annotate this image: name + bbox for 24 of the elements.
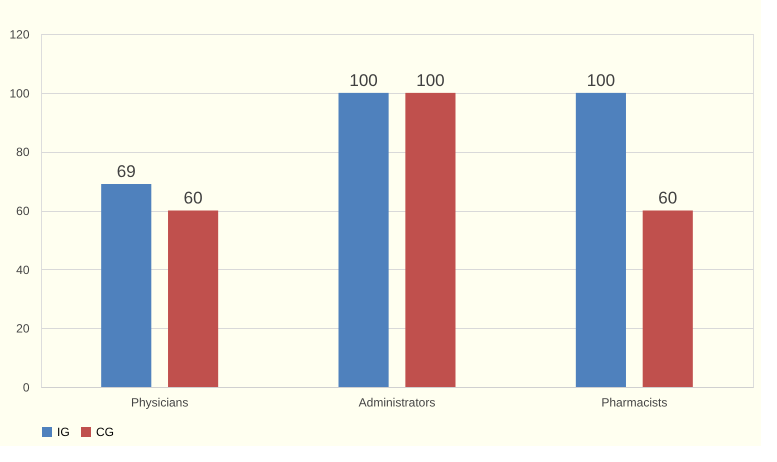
bar [101, 184, 152, 387]
legend-label: IG [57, 425, 70, 439]
data-label: 69 [116, 162, 136, 182]
y-tick-label: 80 [16, 145, 30, 160]
x-tick-label: Administrators [358, 396, 436, 410]
data-label: 100 [349, 70, 378, 90]
legend-label: CG [96, 425, 114, 439]
y-tick-label: 0 [22, 380, 30, 394]
data-label: 100 [586, 70, 616, 90]
bar [642, 210, 693, 387]
y-tick-label: 100 [9, 86, 30, 100]
bar [338, 92, 389, 387]
data-label: 60 [184, 188, 203, 208]
x-tick-label: Physicians [130, 396, 188, 410]
bar [405, 92, 456, 387]
y-tick-label: 20 [16, 322, 30, 336]
data-label: 60 [658, 188, 678, 208]
x-tick-label: Pharmacists [601, 396, 668, 410]
bar [168, 210, 218, 387]
data-label: 100 [416, 70, 445, 90]
y-tick-label: 40 [16, 262, 30, 277]
y-tick-label: 60 [16, 204, 30, 218]
y-tick-label: 120 [9, 28, 30, 42]
bar [576, 92, 626, 387]
